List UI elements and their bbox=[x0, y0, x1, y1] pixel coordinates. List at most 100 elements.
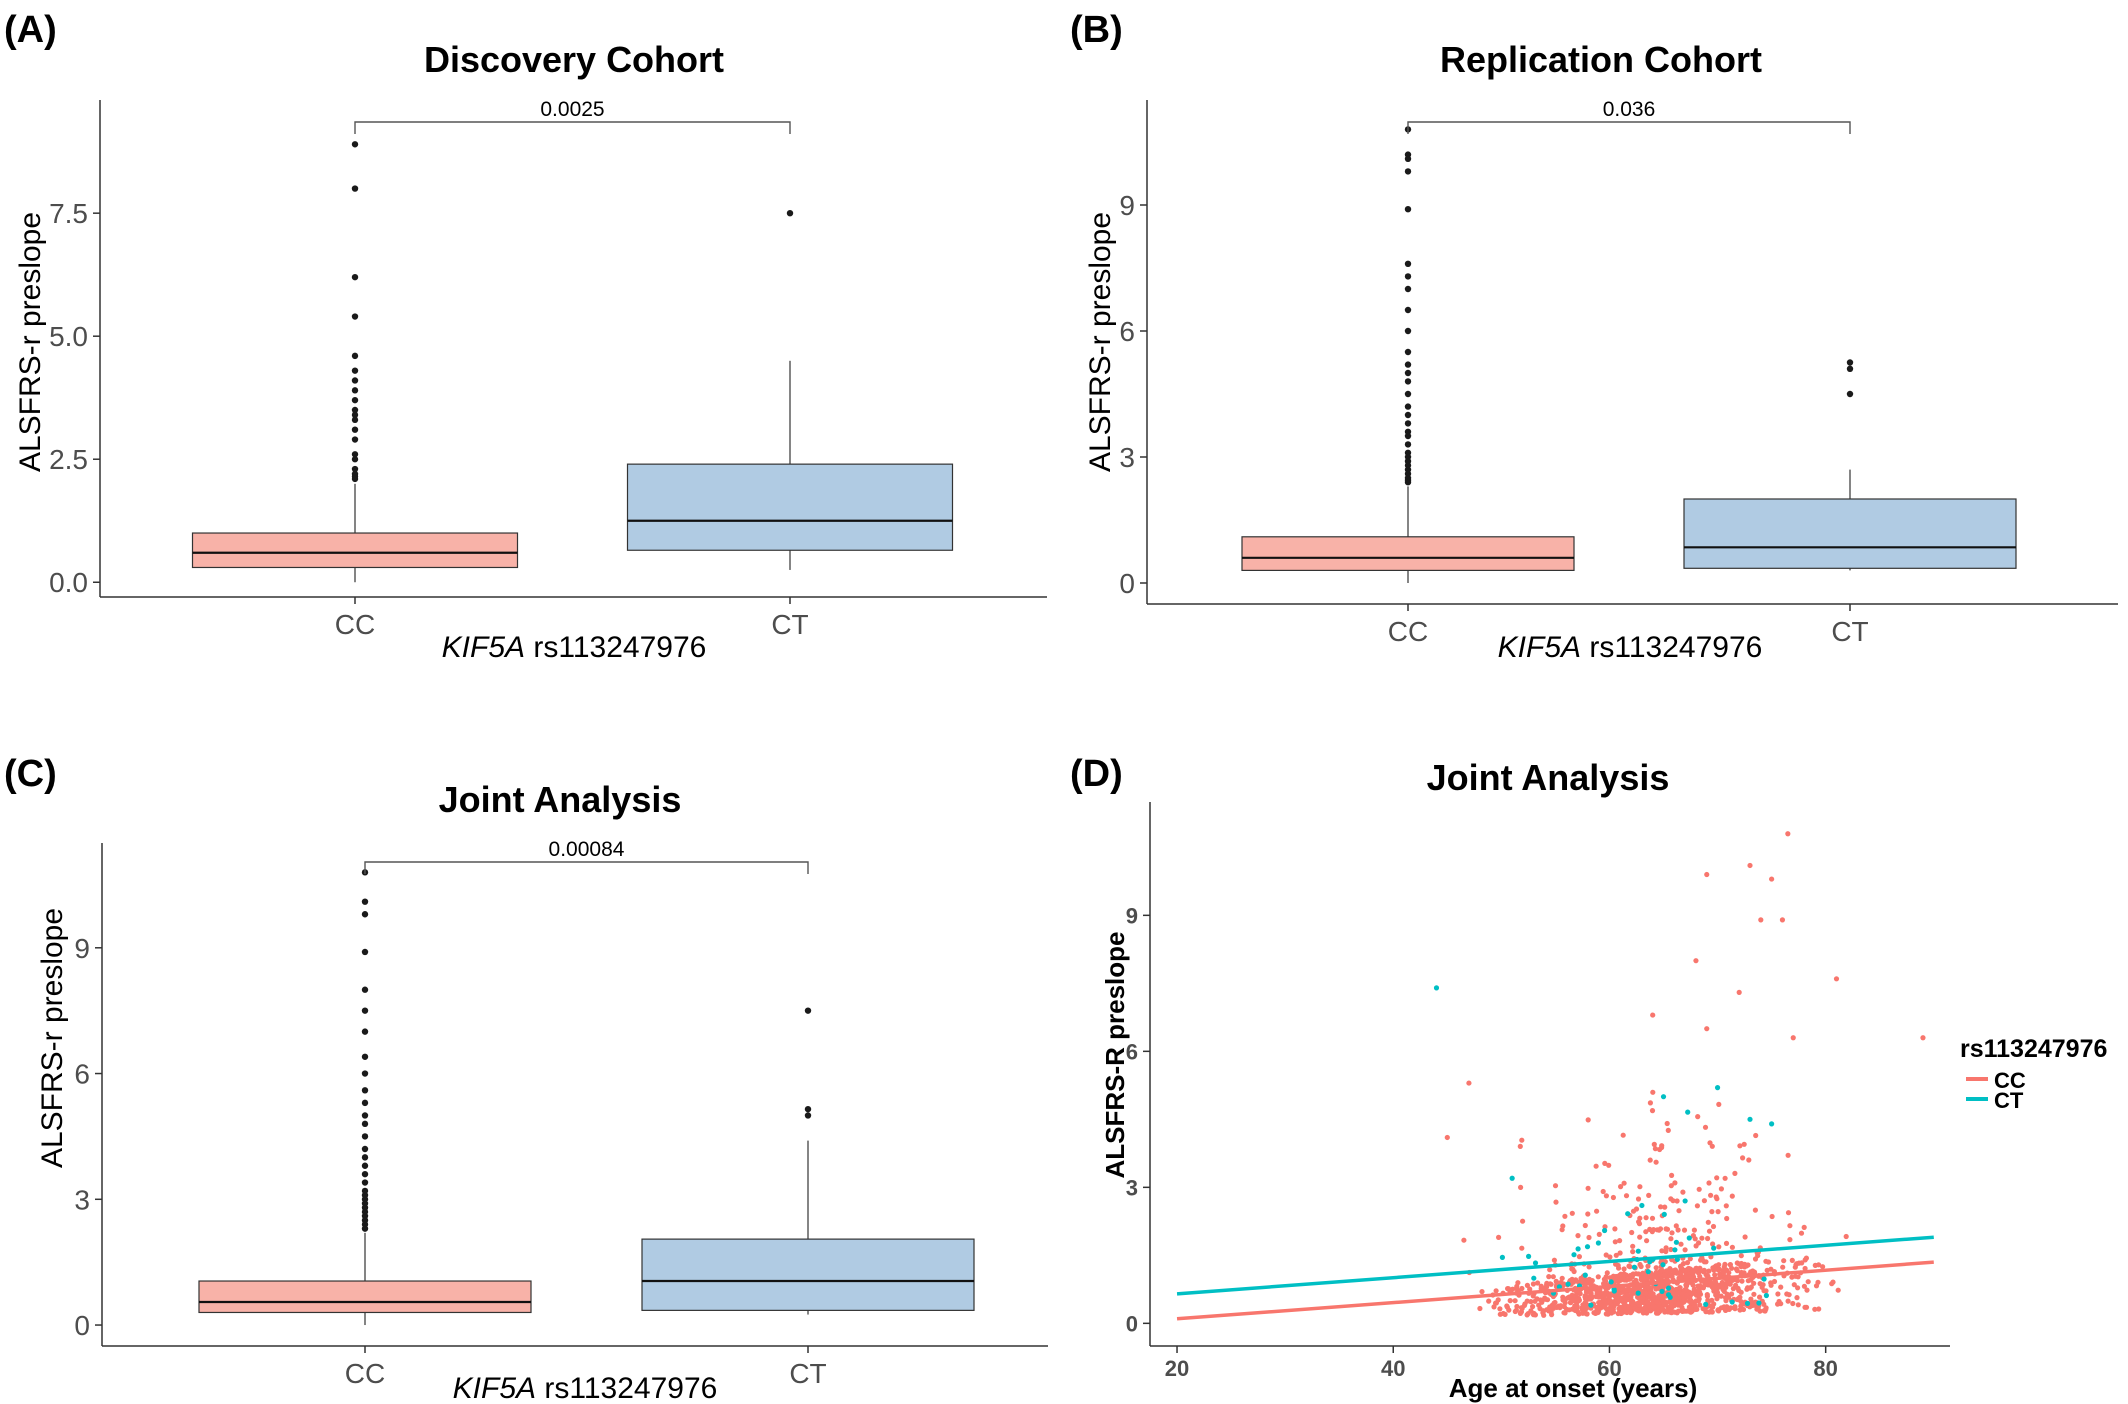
panel-a-letter: (A) bbox=[4, 9, 57, 51]
scatter-point-cc bbox=[1546, 1274, 1552, 1280]
outlier-point bbox=[361, 1145, 369, 1153]
scatter-point-cc bbox=[1701, 1198, 1707, 1204]
scatter-point-cc bbox=[1680, 1306, 1686, 1313]
outlier-point bbox=[361, 911, 369, 918]
outlier-point bbox=[351, 456, 359, 463]
scatter-point-cc bbox=[1582, 1222, 1588, 1229]
scatter-point-ct bbox=[1602, 1227, 1608, 1234]
scatter-point-cc bbox=[1633, 1271, 1639, 1277]
scatter-point-cc bbox=[1742, 1261, 1748, 1267]
scatter-point-cc bbox=[1574, 1303, 1580, 1309]
scatter-point-cc bbox=[1696, 1186, 1702, 1192]
scatter-point-cc bbox=[1695, 1114, 1701, 1120]
scatter-point-ct bbox=[1556, 1284, 1562, 1290]
scatter-point-cc bbox=[1586, 1234, 1592, 1241]
scatter-point-cc bbox=[1635, 1294, 1641, 1300]
scatter-point-cc bbox=[1612, 1293, 1618, 1299]
scatter-point-cc bbox=[1586, 1264, 1592, 1270]
outlier-point bbox=[1404, 151, 1412, 158]
scatter-point-cc bbox=[1668, 1236, 1674, 1242]
scatter-point-cc bbox=[1549, 1312, 1555, 1318]
scatter-point-ct bbox=[1769, 1121, 1775, 1127]
significance-bracket bbox=[1407, 121, 1851, 134]
y-tick-label: 0 bbox=[74, 1310, 90, 1341]
scatter-point-cc bbox=[1604, 1306, 1610, 1312]
outlier-point bbox=[361, 1187, 369, 1195]
scatter-point-cc bbox=[1675, 1308, 1681, 1314]
scatter-point-cc bbox=[1682, 1287, 1688, 1293]
scatter-point-cc bbox=[1737, 1294, 1743, 1300]
scatter-point-cc bbox=[1785, 1298, 1791, 1304]
scatter-point-cc bbox=[1710, 1241, 1716, 1247]
panel-b-y-axis-label: ALSFRS-r preslope bbox=[1084, 212, 1117, 472]
outlier-point bbox=[351, 436, 359, 443]
outlier-point bbox=[351, 470, 359, 478]
scatter-point-cc bbox=[1704, 871, 1710, 878]
scatter-point-cc bbox=[1647, 1157, 1653, 1163]
scatter-point-cc bbox=[1647, 1274, 1653, 1280]
scatter-point-ct bbox=[1686, 1235, 1692, 1241]
scatter-point-cc bbox=[1568, 1299, 1574, 1305]
p-value-label: 0.036 bbox=[1603, 98, 1656, 121]
scatter-point-cc bbox=[1791, 1282, 1797, 1288]
scatter-point-cc bbox=[1532, 1312, 1538, 1318]
scatter-point-cc bbox=[1676, 1295, 1682, 1301]
scatter-point-cc bbox=[1569, 1210, 1575, 1216]
scatter-point-cc bbox=[1648, 1308, 1654, 1314]
scatter-point-cc bbox=[1644, 1238, 1650, 1244]
scatter-point-cc bbox=[1710, 1223, 1717, 1230]
scatter-point-cc bbox=[1559, 1275, 1565, 1281]
scatter-point-cc bbox=[1763, 1288, 1769, 1294]
scatter-point-ct bbox=[1595, 1240, 1601, 1246]
scatter-point-cc bbox=[1602, 1160, 1608, 1166]
x-tick-label: CT bbox=[1831, 616, 1868, 647]
outlier-point bbox=[361, 1099, 369, 1107]
scatter-point-cc bbox=[1607, 1275, 1613, 1281]
scatter-point-cc bbox=[1635, 1196, 1642, 1202]
scatter-point-cc bbox=[1538, 1283, 1544, 1289]
x-tick-label: 20 bbox=[1165, 1356, 1189, 1381]
scatter-point-cc bbox=[1752, 1207, 1758, 1213]
outlier-point bbox=[361, 1028, 369, 1035]
scatter-point-cc bbox=[1682, 1267, 1688, 1274]
scatter-point-cc bbox=[1548, 1281, 1554, 1287]
scatter-point-ct bbox=[1631, 1264, 1637, 1270]
scatter-point-cc bbox=[1771, 1278, 1778, 1285]
scatter-point-cc bbox=[1669, 1273, 1675, 1280]
scatter-point-cc bbox=[1595, 1291, 1601, 1297]
outlier-point bbox=[1404, 420, 1412, 427]
scatter-point-cc bbox=[1758, 917, 1764, 923]
scatter-point-cc bbox=[1747, 1285, 1753, 1291]
scatter-point-cc bbox=[1636, 1221, 1643, 1227]
outlier-point bbox=[1404, 390, 1412, 398]
scatter-point-cc bbox=[1711, 1301, 1717, 1307]
scatter-point-cc bbox=[1692, 1236, 1698, 1242]
scatter-point-cc bbox=[1657, 1146, 1663, 1153]
scatter-point-cc bbox=[1732, 1170, 1738, 1176]
box-cc bbox=[191, 532, 519, 569]
scatter-point-cc bbox=[1497, 1306, 1503, 1312]
scatter-point-cc bbox=[1607, 1306, 1614, 1312]
scatter-point-cc bbox=[1668, 1302, 1674, 1309]
scatter-point-cc bbox=[1768, 1266, 1774, 1272]
scatter-point-cc bbox=[1786, 1292, 1792, 1298]
scatter-point-cc bbox=[1544, 1307, 1550, 1313]
scatter-point-cc bbox=[1640, 1295, 1646, 1301]
scatter-point-cc bbox=[1714, 1290, 1721, 1296]
scatter-point-cc bbox=[1789, 1257, 1795, 1263]
y-tick-label: 3 bbox=[74, 1184, 90, 1215]
scatter-point-cc bbox=[1691, 1286, 1697, 1292]
scatter-point-cc bbox=[1653, 1299, 1659, 1305]
scatter-point-cc bbox=[1588, 1296, 1594, 1302]
scatter-point-cc bbox=[1669, 1230, 1675, 1236]
scatter-point-cc bbox=[1802, 1265, 1808, 1272]
outlier-point bbox=[351, 396, 359, 404]
outlier-point bbox=[351, 273, 359, 281]
scatter-point-ct bbox=[1635, 1290, 1641, 1296]
scatter-point-cc bbox=[1704, 1026, 1710, 1032]
outlier-point bbox=[1404, 428, 1412, 435]
scatter-point-cc bbox=[1444, 1134, 1450, 1141]
scatter-point-cc bbox=[1835, 1287, 1841, 1293]
scatter-point-cc bbox=[1536, 1302, 1542, 1308]
outlier-point bbox=[804, 1105, 812, 1113]
